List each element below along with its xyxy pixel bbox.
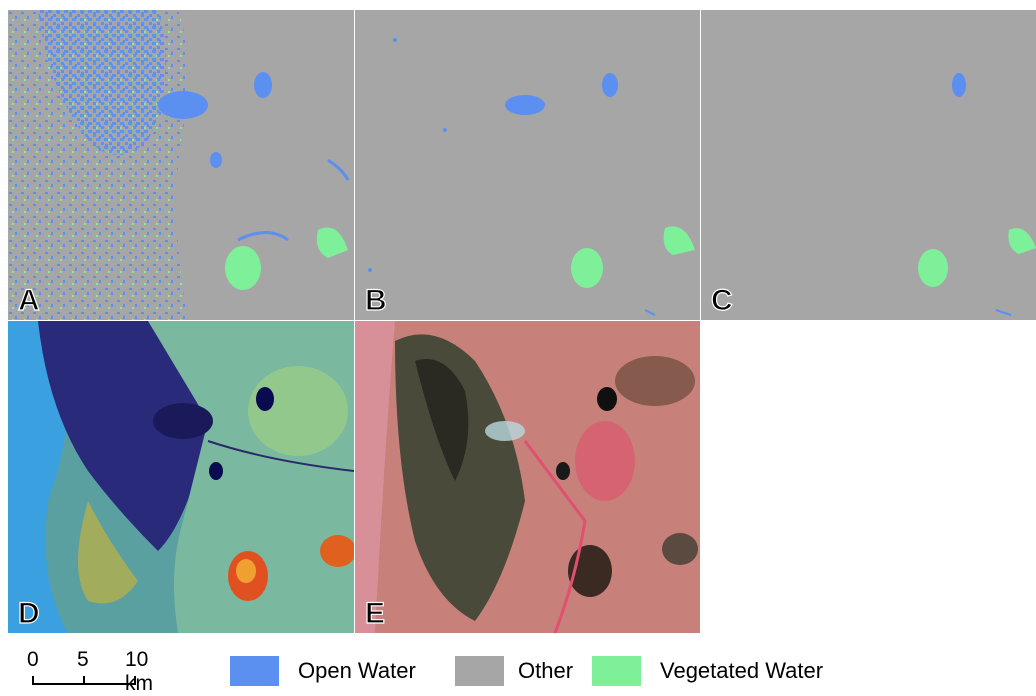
map-panel-b: B xyxy=(355,10,700,320)
map-panel-e: E xyxy=(355,321,700,633)
legend: Open Water Other Vegetated Water xyxy=(230,656,930,688)
panel-d-map xyxy=(8,321,354,633)
legend-swatch-other xyxy=(455,656,504,686)
panel-e-map xyxy=(355,321,700,633)
scale-tick-5: 5 xyxy=(77,648,89,671)
map-panel-d: D xyxy=(8,321,354,633)
legend-label-vegetated-water: Vegetated Water xyxy=(660,658,824,683)
scale-bar-line xyxy=(32,676,136,685)
panel-a-map xyxy=(8,10,350,320)
panel-e-label: E xyxy=(364,596,386,630)
panel-c-map xyxy=(918,73,1036,316)
panel-b-label: B xyxy=(364,283,387,317)
legend-swatch-vegetated-water xyxy=(592,656,641,686)
panel-a-label: A xyxy=(17,283,40,317)
legend-label-open-water: Open Water xyxy=(298,658,416,683)
panel-b-map xyxy=(368,38,695,316)
scale-tick-0: 0 xyxy=(27,648,39,671)
panel-c-label: C xyxy=(710,283,733,317)
scale-bar: 0 5 10 km xyxy=(25,648,155,695)
map-panel-c: C xyxy=(701,10,1036,320)
panel-d-label: D xyxy=(17,596,40,630)
map-panel-a: A xyxy=(8,10,354,320)
legend-label-other: Other xyxy=(518,658,574,683)
legend-swatch-open-water xyxy=(230,656,279,686)
